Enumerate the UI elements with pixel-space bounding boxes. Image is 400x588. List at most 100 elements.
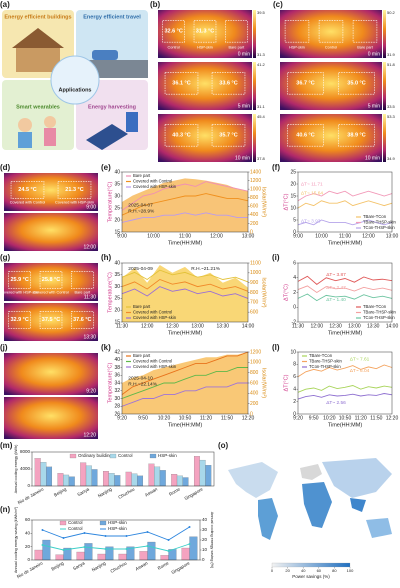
bar: [57, 473, 64, 487]
x-tick-label: 13:00: [191, 323, 204, 329]
region-label: HSP-skin: [197, 45, 213, 49]
y-tick-label: 15: [114, 319, 120, 325]
series-line: [121, 181, 249, 211]
x-axis-label: Time(HH:MM): [328, 422, 362, 428]
person: [18, 132, 32, 148]
series-line: [297, 275, 393, 285]
x-tick-label: 14:00: [386, 323, 399, 329]
y2-axis-label: Isolar(W/m²): [261, 187, 267, 217]
scale-max: 51.8: [387, 62, 396, 67]
temperature: 36.7 °C: [296, 81, 314, 87]
scale-min: 31.1: [257, 104, 266, 109]
time-stamp: 10 min: [235, 155, 250, 161]
region-label: Covered with Control: [10, 201, 46, 205]
series-line: [297, 219, 393, 226]
house-roof: [12, 28, 64, 48]
bar: [189, 536, 198, 561]
legend-swatch: [109, 453, 117, 459]
y-tick-label: 4: [293, 275, 296, 281]
x-tick-label: 13:00: [348, 323, 361, 329]
x-tick-label: 14:00: [242, 323, 255, 329]
center-label: Applications: [58, 87, 91, 93]
x-tick-label: 10:50: [179, 415, 192, 421]
x-tick-label: Nanjing: [91, 560, 107, 572]
panel-label: (l): [272, 343, 280, 352]
region-box: [338, 124, 375, 147]
bar: [84, 543, 93, 561]
series-line: [121, 278, 249, 292]
region-box: [39, 311, 63, 329]
point: [188, 543, 191, 545]
point: [167, 539, 170, 541]
y-tick-label: 6: [293, 374, 296, 380]
y-axis-label: Temperature(°C): [107, 181, 113, 222]
series-line: [42, 526, 190, 541]
land: [258, 498, 278, 540]
y-tick-label: 20: [114, 217, 120, 223]
region-label: Control: [325, 45, 337, 49]
temperature: 40.3 °C: [172, 133, 190, 139]
x-tick-label: Sanya: [76, 486, 90, 497]
y-tick-label: 25: [114, 205, 120, 211]
scale-max: 41.2: [257, 62, 266, 67]
scale-min: 34.9: [387, 156, 396, 161]
legend-label: Ordinary building: [78, 453, 113, 458]
bar: [34, 549, 43, 561]
annotation: R.H.~22.14%: [128, 382, 157, 388]
y2-tick-label: 1000: [250, 270, 261, 276]
series-line: [297, 385, 393, 393]
region-label: HSP-skin: [289, 45, 305, 49]
y2-tick-label: 0: [250, 411, 253, 417]
annotation: 2025-04-09: [128, 266, 153, 272]
x-tick-label: 11:50: [221, 415, 233, 421]
legend-label: HSP-skin: [108, 520, 127, 525]
y-tick-label: 38: [114, 365, 120, 371]
x-tick-label: 11:20: [355, 415, 367, 421]
bar: [97, 553, 106, 561]
y-tick-label: 4: [293, 387, 296, 393]
region-box: [225, 20, 248, 43]
y-tick-label: 40: [25, 531, 31, 536]
bar: [199, 459, 206, 487]
y-axis-label: Annual cooling energy (kWh): [14, 444, 18, 493]
x-tick-label: Chuzhou: [109, 560, 128, 574]
y-tick-label: 20: [290, 181, 296, 187]
quadrant-label: Energy efficient travel: [83, 14, 141, 20]
x-tick-label: 13:00: [386, 233, 399, 239]
legend-label: TCon-THSP-skin: [363, 315, 395, 320]
y2-tick-label: 10: [202, 547, 208, 552]
y-tick-label: 0: [27, 483, 30, 488]
x-tick-label: Singapore: [170, 560, 191, 575]
series-line: [121, 382, 248, 407]
legend-label: Covered with HSP-skin: [133, 315, 177, 320]
land: [302, 482, 332, 528]
annotation: ΔT~ 1.40: [326, 297, 346, 303]
temperature: 35.0 °C: [347, 81, 365, 87]
annotation: R.H.~28.9%: [128, 208, 155, 214]
y2-tick-label: 30: [202, 527, 208, 532]
x-tick-label: 12:30: [329, 323, 342, 329]
y2-tick-label: 0: [202, 557, 205, 562]
point: [83, 532, 86, 534]
temperature: 31.3 °C: [196, 29, 214, 35]
land: [350, 498, 366, 512]
plot-frame: [121, 171, 249, 233]
x-tick-label: Beijing: [50, 560, 65, 571]
y2-tick-label: 0: [250, 229, 253, 235]
thermal-image: [280, 62, 382, 110]
region-label: Covered with HSP-skin: [0, 291, 39, 295]
legend-label: TBare-THSP-skin: [309, 359, 342, 364]
color-bar: [253, 10, 256, 58]
x-tick-label: 13:30: [217, 323, 230, 329]
annotation: 2025-04-10: [128, 375, 153, 381]
scale-min: 31.3: [257, 52, 266, 57]
bar: [193, 456, 200, 487]
quadrant-label: Energy efficient buildings: [4, 14, 71, 20]
series-line: [297, 200, 393, 209]
battery: [126, 112, 138, 132]
x-tick-label: 11:30: [116, 323, 128, 329]
car: [92, 50, 118, 60]
y2-tick-label: 1200: [250, 178, 261, 184]
area: [122, 178, 248, 232]
time-stamp: 5 min: [238, 103, 250, 109]
